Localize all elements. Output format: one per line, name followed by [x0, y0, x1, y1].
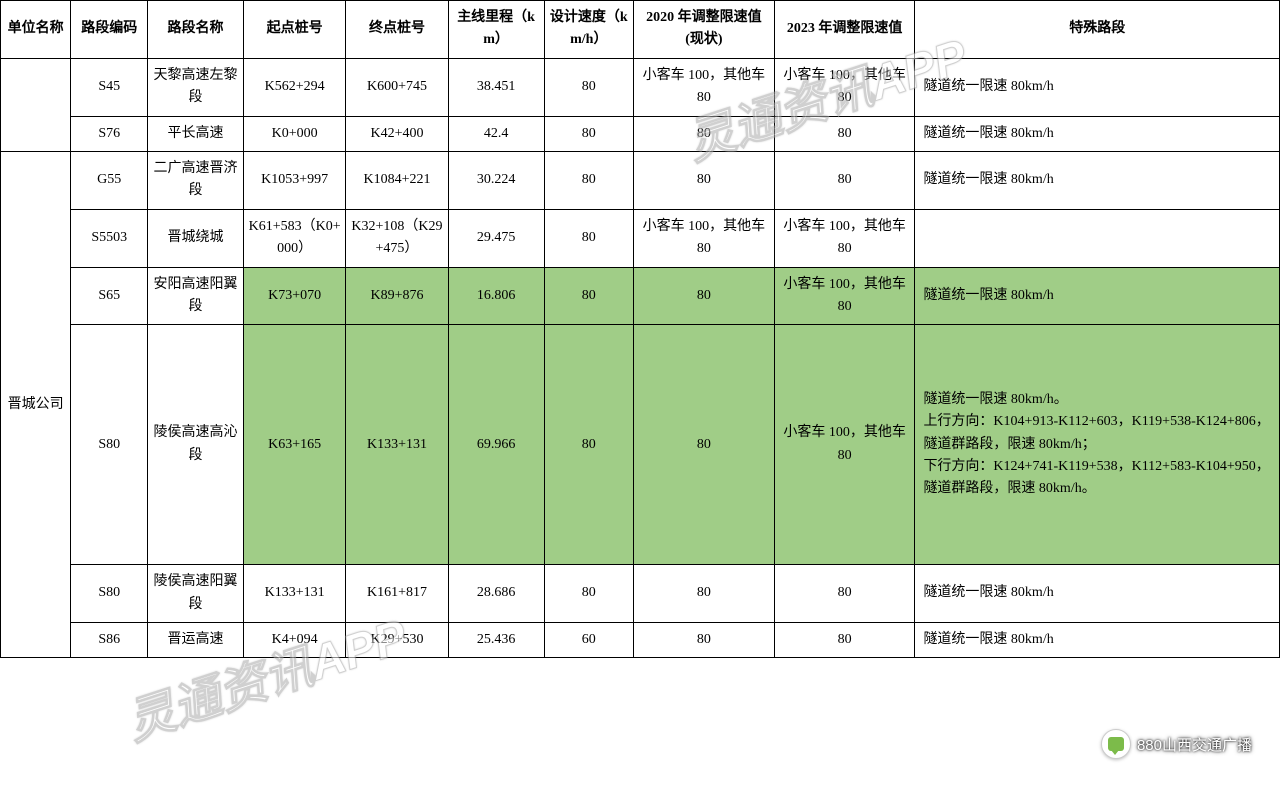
col-start: 起点桩号 [244, 1, 346, 59]
cell-code: S86 [71, 623, 148, 658]
cell-end: K29+530 [346, 623, 448, 658]
table-row: 晋城公司G55二广高速晋济段K1053+997K1084+22130.22480… [1, 151, 1280, 209]
cell-special: 隧道统一限速 80km/h [915, 565, 1280, 623]
cell-code: G55 [71, 151, 148, 209]
cell-length: 28.686 [448, 565, 544, 623]
cell-name: 安阳高速阳翼段 [148, 267, 244, 325]
cell-unit: 晋城公司 [1, 151, 71, 658]
table-row: S65安阳高速阳翼段K73+070K89+87616.8068080小客车 10… [1, 267, 1280, 325]
cell-end: K89+876 [346, 267, 448, 325]
col-code: 路段编码 [71, 1, 148, 59]
cell-name: 晋运高速 [148, 623, 244, 658]
cell-code: S80 [71, 565, 148, 623]
cell-limit2023: 80 [774, 151, 915, 209]
table-row: S86晋运高速K4+094K29+53025.436608080隧道统一限速 8… [1, 623, 1280, 658]
cell-end: K161+817 [346, 565, 448, 623]
cell-start: K0+000 [244, 116, 346, 151]
cell-name: 陵侯高速阳翼段 [148, 565, 244, 623]
table-row: S80陵侯高速高沁段K63+165K133+13169.9668080小客车 1… [1, 325, 1280, 565]
wechat-icon [1101, 729, 1131, 759]
cell-limit2020: 80 [634, 151, 775, 209]
cell-design_speed: 80 [544, 565, 634, 623]
table-row: S5503晋城绕城K61+583（K0+000）K32+108（K29+475）… [1, 209, 1280, 267]
col-limit-2020: 2020 年调整限速值(现状) [634, 1, 775, 59]
cell-special: 隧道统一限速 80km/h [915, 267, 1280, 325]
cell-start: K73+070 [244, 267, 346, 325]
cell-code: S65 [71, 267, 148, 325]
cell-start: K61+583（K0+000） [244, 209, 346, 267]
cell-length: 69.966 [448, 325, 544, 565]
col-end: 终点桩号 [346, 1, 448, 59]
cell-special: 隧道统一限速 80km/h。上行方向：K104+913-K112+603，K11… [915, 325, 1280, 565]
cell-limit2020: 80 [634, 267, 775, 325]
cell-start: K63+165 [244, 325, 346, 565]
cell-end: K133+131 [346, 325, 448, 565]
cell-code: S5503 [71, 209, 148, 267]
cell-design_speed: 80 [544, 267, 634, 325]
cell-limit2020: 80 [634, 565, 775, 623]
cell-special: 隧道统一限速 80km/h [915, 151, 1280, 209]
cell-start: K1053+997 [244, 151, 346, 209]
cell-code: S45 [71, 58, 148, 116]
speed-limit-table: 单位名称 路段编码 路段名称 起点桩号 终点桩号 主线里程（km） 设计速度（k… [0, 0, 1280, 658]
col-length: 主线里程（km） [448, 1, 544, 59]
cell-unit [1, 58, 71, 151]
cell-special [915, 209, 1280, 267]
cell-limit2020: 80 [634, 623, 775, 658]
cell-start: K133+131 [244, 565, 346, 623]
cell-start: K562+294 [244, 58, 346, 116]
cell-limit2020: 80 [634, 116, 775, 151]
col-name: 路段名称 [148, 1, 244, 59]
cell-limit2020: 小客车 100，其他车 80 [634, 58, 775, 116]
cell-length: 42.4 [448, 116, 544, 151]
cell-special: 隧道统一限速 80km/h [915, 58, 1280, 116]
table-row: S80陵侯高速阳翼段K133+131K161+81728.686808080隧道… [1, 565, 1280, 623]
col-limit-2023: 2023 年调整限速值 [774, 1, 915, 59]
cell-limit2023: 80 [774, 565, 915, 623]
table-row: S45天黎高速左黎段K562+294K600+74538.45180小客车 10… [1, 58, 1280, 116]
cell-limit2023: 小客车 100，其他车 80 [774, 209, 915, 267]
cell-name: 天黎高速左黎段 [148, 58, 244, 116]
credit-text: 880山西交通广播 [1137, 734, 1252, 755]
cell-end: K600+745 [346, 58, 448, 116]
col-unit: 单位名称 [1, 1, 71, 59]
cell-design_speed: 80 [544, 116, 634, 151]
cell-end: K32+108（K29+475） [346, 209, 448, 267]
cell-special: 隧道统一限速 80km/h [915, 116, 1280, 151]
cell-design_speed: 60 [544, 623, 634, 658]
cell-limit2023: 小客车 100，其他车 80 [774, 325, 915, 565]
col-design-speed: 设计速度（km/h） [544, 1, 634, 59]
cell-design_speed: 80 [544, 151, 634, 209]
col-special: 特殊路段 [915, 1, 1280, 59]
cell-design_speed: 80 [544, 209, 634, 267]
cell-code: S76 [71, 116, 148, 151]
cell-limit2023: 小客车 100，其他车 80 [774, 58, 915, 116]
cell-limit2023: 80 [774, 116, 915, 151]
cell-name: 陵侯高速高沁段 [148, 325, 244, 565]
cell-limit2023: 小客车 100，其他车 80 [774, 267, 915, 325]
cell-limit2020: 80 [634, 325, 775, 565]
cell-end: K1084+221 [346, 151, 448, 209]
table-row: S76平长高速K0+000K42+40042.4808080隧道统一限速 80k… [1, 116, 1280, 151]
cell-name: 平长高速 [148, 116, 244, 151]
cell-name: 二广高速晋济段 [148, 151, 244, 209]
cell-limit2023: 80 [774, 623, 915, 658]
cell-design_speed: 80 [544, 58, 634, 116]
cell-limit2020: 小客车 100，其他车 80 [634, 209, 775, 267]
cell-length: 38.451 [448, 58, 544, 116]
cell-length: 16.806 [448, 267, 544, 325]
cell-length: 25.436 [448, 623, 544, 658]
cell-design_speed: 80 [544, 325, 634, 565]
cell-special: 隧道统一限速 80km/h [915, 623, 1280, 658]
cell-code: S80 [71, 325, 148, 565]
credit-badge: 880山西交通广播 [1101, 729, 1252, 759]
cell-length: 29.475 [448, 209, 544, 267]
cell-name: 晋城绕城 [148, 209, 244, 267]
cell-end: K42+400 [346, 116, 448, 151]
cell-start: K4+094 [244, 623, 346, 658]
table-header-row: 单位名称 路段编码 路段名称 起点桩号 终点桩号 主线里程（km） 设计速度（k… [1, 1, 1280, 59]
cell-length: 30.224 [448, 151, 544, 209]
